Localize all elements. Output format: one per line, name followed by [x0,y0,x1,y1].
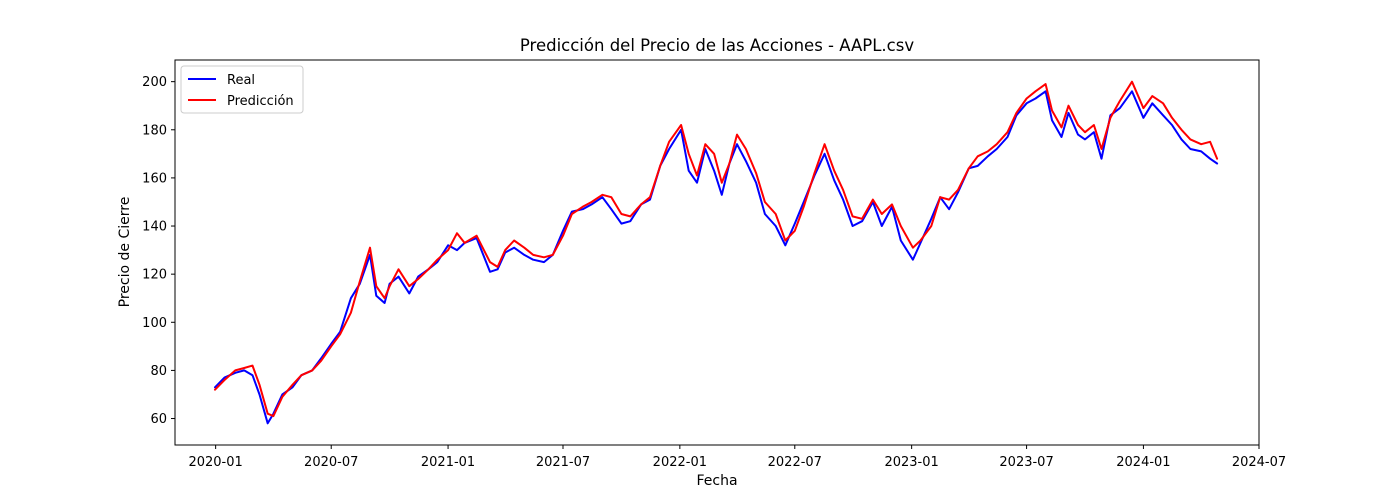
y-axis: 60 80 100 120 140 160 180 200 [142,75,175,427]
plot-lines [214,80,1219,425]
chart-title: Predicción del Precio de las Acciones - … [520,36,914,55]
x-tick-label: 2020-01 [188,455,242,470]
y-tick-label: 140 [142,220,167,235]
y-tick-label: 60 [150,412,167,427]
x-tick-label: 2022-07 [768,455,822,470]
x-tick-label: 2021-07 [536,455,590,470]
y-tick-label: 160 [142,171,167,186]
series-line-real [214,90,1219,425]
y-tick-label: 120 [142,268,167,283]
x-tick-label: 2024-07 [1232,455,1286,470]
x-tick-label: 2023-01 [884,455,938,470]
x-tick-label: 2022-01 [653,455,707,470]
legend-label-real: Real [227,73,255,88]
y-tick-label: 100 [142,316,167,331]
x-tick-label: 2023-07 [999,455,1053,470]
series-line-prediccion [214,80,1219,418]
legend-label-prediccion: Predicción [227,94,294,109]
x-tick-label: 2021-01 [421,455,475,470]
y-tick-label: 180 [142,123,167,138]
legend-box [180,65,304,114]
x-axis: 2020-01 2020-07 2021-01 2021-07 2022-01 2022-… [188,445,1286,470]
legend: Real Predicción [180,65,304,114]
y-tick-label: 200 [142,75,167,90]
x-axis-title: Fecha [696,473,737,489]
plot-frame [174,59,1260,446]
x-tick-label: 2020-07 [304,455,358,470]
x-tick-label: 2024-01 [1116,455,1170,470]
y-axis-title: Precio de Cierre [117,197,133,308]
y-tick-label: 80 [150,364,167,379]
